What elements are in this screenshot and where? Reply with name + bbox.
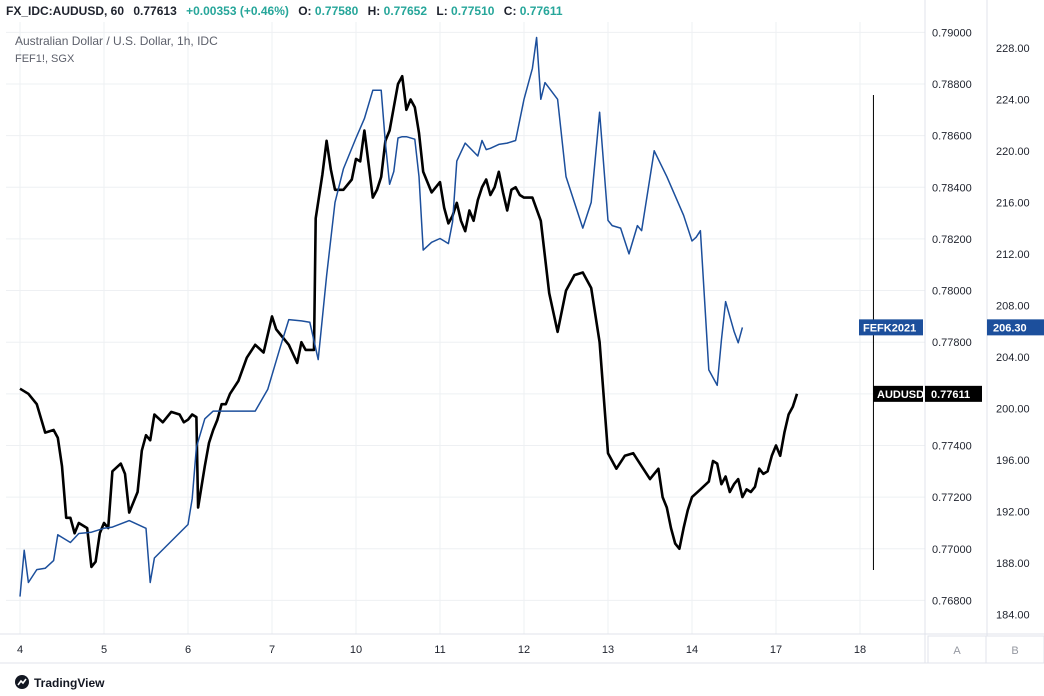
brand-label: TradingView: [34, 676, 105, 690]
footer: TradingView: [15, 675, 105, 690]
y-left-tick-label: 0.78000: [932, 286, 972, 298]
x-tick-label: 6: [185, 644, 191, 656]
series-value-tag-bg: [925, 385, 982, 402]
header-close-value: 0.77611: [520, 4, 563, 18]
y-left-tick-label: 0.77000: [932, 544, 972, 556]
header-low-value: 0.77510: [451, 4, 495, 18]
scale-b-label: B: [1011, 645, 1018, 657]
series-value-tag: 0.77611: [931, 389, 970, 401]
y-right-tick-label: 224.00: [996, 94, 1030, 106]
y-left-tick-label: 0.78200: [932, 234, 972, 246]
chart-legend: Australian Dollar / U.S. Dollar, 1h, IDC…: [15, 34, 218, 65]
y-left-tick-label: 0.79000: [932, 27, 972, 39]
scale-b-button[interactable]: [985, 635, 1044, 664]
tradingview-logo-icon: [15, 675, 29, 689]
x-tick-label: 4: [17, 644, 23, 656]
x-tick-label: 7: [269, 644, 275, 656]
y-right-tick-label: 184.00: [996, 610, 1030, 622]
y-left-tick-label: 0.78800: [932, 79, 972, 91]
svg-text:FX_IDC:AUDUSD, 60 0.77: FX_IDC:AUDUSD, 60 0.77613 +0.00353 (+0.4…: [6, 4, 563, 18]
series-name-tag: AUDUSD: [877, 389, 924, 401]
x-tick-label: 18: [854, 644, 866, 656]
y-right-tick-label: 208.00: [996, 300, 1030, 312]
series-name-tag-bg: [859, 319, 923, 336]
y-right-tick-label: 204.00: [996, 352, 1030, 364]
axes-layer: 0.79000 0.78800 0.78600 0.78400 0.78200 0.780…: [0, 0, 1044, 664]
x-tick-label: 11: [434, 644, 445, 656]
y-right-tick-label: 216.00: [996, 197, 1030, 209]
grid-layer: [6, 22, 925, 634]
series-name-tag-bg: [873, 385, 923, 402]
y-left-tick-label: 0.76800: [932, 595, 972, 607]
header-high-label: H:: [368, 4, 381, 18]
x-tick-label: 5: [101, 644, 107, 656]
header-change: +0.00353 (+0.46%): [186, 4, 289, 18]
series-line-fefk2021[interactable]: [19, 36, 744, 597]
x-tick-label: 10: [350, 644, 362, 656]
x-tick-label: 14: [686, 644, 698, 656]
symbol-label: FX_IDC:AUDUSD, 60: [6, 4, 124, 18]
header-price: 0.77613: [133, 4, 177, 18]
legend-secondary: FEF1!, SGX: [15, 53, 75, 65]
scale-a-label: A: [953, 645, 961, 657]
scale-buttons[interactable]: A B: [927, 635, 1044, 664]
scale-a-button[interactable]: [927, 635, 987, 664]
y-right-tick-label: 192.00: [996, 507, 1030, 519]
x-tick-label: 17: [770, 644, 782, 656]
y-right-tick-label: 228.00: [996, 43, 1030, 55]
y-left-tick-label: 0.77200: [932, 492, 972, 504]
series-line-audusd[interactable]: [19, 74, 799, 569]
y-right-tick-label: 196.00: [996, 455, 1030, 467]
y-right-tick-label: 200.00: [996, 404, 1030, 416]
y-left-tick-label: 0.78600: [932, 131, 972, 143]
y-left-tick-label: 0.78400: [932, 182, 972, 194]
y-left-tick-label: 0.77800: [932, 337, 972, 349]
y-right-tick-label: 188.00: [996, 558, 1030, 570]
header-low-label: L:: [436, 4, 447, 18]
series-value-tag-bg: [987, 319, 1044, 336]
x-tick-label: 13: [602, 644, 614, 656]
header-high-value: 0.77652: [384, 4, 428, 18]
legend-primary: Australian Dollar / U.S. Dollar, 1h, IDC: [15, 34, 218, 48]
header-bar: FX_IDC:AUDUSD, 60 0.77613 +0.00353 (+0.4…: [6, 4, 563, 18]
y-left-tick-label: 0.77400: [932, 440, 972, 452]
y-right-tick-label: 212.00: [996, 249, 1030, 261]
header-open-label: O:: [298, 4, 311, 18]
x-tick-label: 12: [518, 644, 530, 656]
series-value-tag: 206.30: [993, 322, 1027, 334]
y-right-tick-label: 220.00: [996, 146, 1030, 158]
series-name-tag: FEFK2021: [863, 322, 916, 334]
header-open-value: 0.77580: [315, 4, 359, 18]
header-close-label: C:: [504, 4, 517, 18]
